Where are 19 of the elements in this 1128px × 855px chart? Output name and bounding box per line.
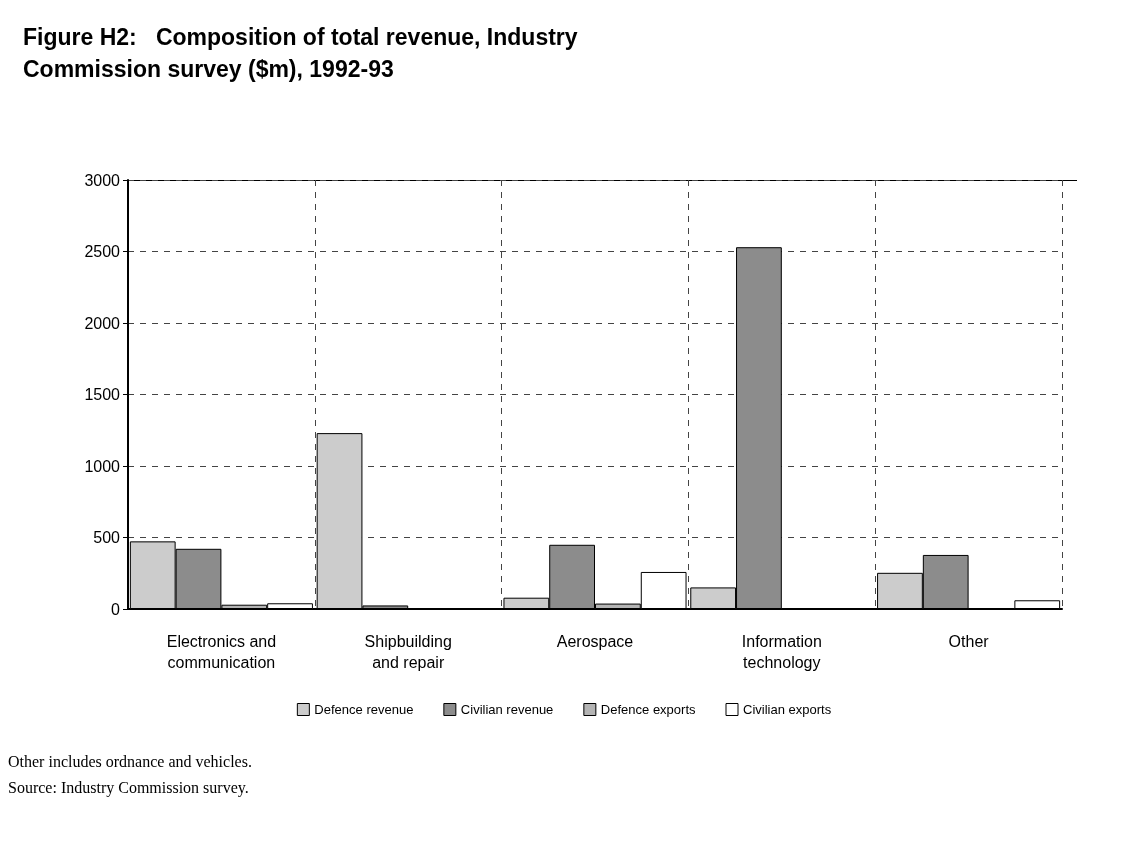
legend-label: Civilian revenue — [460, 702, 554, 717]
x-tick-label: Information technology — [741, 633, 822, 671]
y-tick-label: 1500 — [84, 386, 121, 403]
text: Other includes ordnance and vehicles. — [8, 752, 252, 770]
x-tick-label: Aerospace — [556, 633, 634, 650]
source-note: Source: Industry Commission survey. — [8, 778, 249, 797]
x-tick-label: Other — [948, 633, 990, 650]
y-tick-label: 2000 — [84, 314, 121, 332]
chart-title: Figure H2: Composition of total revenue, Industry Commission survey ($m), 1992-93 — [23, 24, 584, 82]
y-tick-label: 3000 — [84, 171, 121, 189]
x-tick-label: Shipbuilding and repair — [364, 633, 452, 671]
y-tick-label: 0 — [111, 600, 121, 618]
legend-label: Defence exports — [600, 702, 697, 717]
legend-label: Defence revenue — [314, 702, 414, 717]
y-tick-label: 2500 — [84, 243, 121, 260]
y-tick-label: 1000 — [84, 457, 121, 475]
y-tick-label: 500 — [93, 529, 121, 546]
x-tick-label: Electronics and communication — [166, 633, 277, 671]
legend-label: Civilian exports — [743, 702, 832, 717]
